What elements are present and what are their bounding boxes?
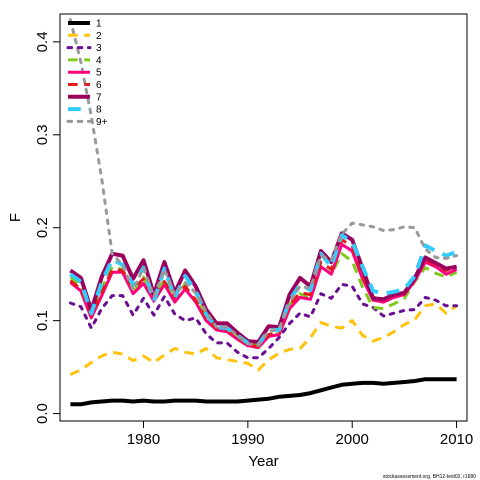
legend-label: 6: [96, 80, 102, 91]
series-line-1: [70, 377, 457, 407]
legend-label: 9+: [96, 117, 108, 128]
y-tick-label: 0.4: [34, 31, 51, 52]
x-tick-label: 1990: [231, 431, 264, 448]
series-layer: [68, 18, 459, 407]
x-axis-title: Year: [248, 453, 278, 470]
y-tick-label: 0.0: [34, 403, 51, 424]
series-line-2: [69, 302, 458, 376]
y-axis-title: F: [7, 213, 24, 222]
y-tick-label: 0.3: [34, 124, 51, 145]
x-tick-label: 2000: [336, 431, 369, 448]
y-tick-label: 0.1: [34, 310, 51, 331]
x-axis: 1980 1990 2000 2010: [127, 421, 473, 448]
y-axis: 0.0 0.1 0.2 0.3 0.4: [34, 31, 60, 424]
y-tick-label: 0.2: [34, 217, 51, 238]
series-line-3: [68, 282, 459, 360]
x-tick-label: 1980: [127, 431, 160, 448]
series-line-9plus: [68, 18, 459, 347]
legend-label: 8: [96, 105, 102, 116]
plot-frame: [59, 13, 468, 422]
legend-label: 5: [96, 68, 102, 79]
series-line-5: [69, 242, 458, 350]
legend-label: 2: [96, 31, 102, 42]
legend-label: 7: [96, 92, 102, 103]
credit-text: stockassessment.org, BH12-test02, r1680: [383, 474, 476, 480]
legend-label: 1: [96, 19, 102, 30]
x-tick-label: 2010: [440, 431, 473, 448]
legend-label: 3: [96, 43, 102, 54]
legend-label: 4: [96, 55, 102, 66]
